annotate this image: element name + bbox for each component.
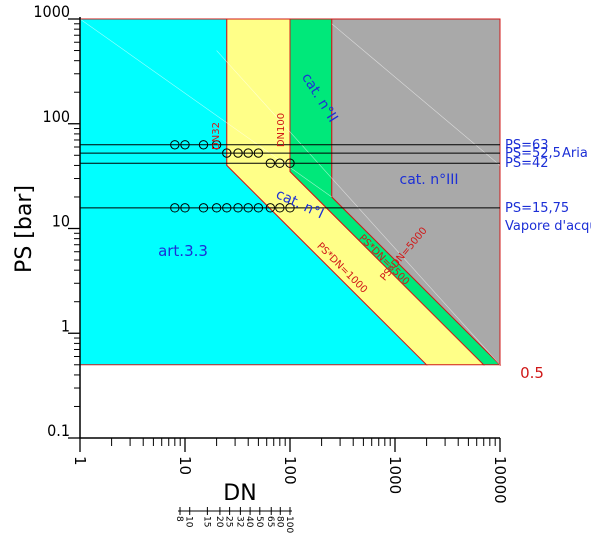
data-point — [285, 203, 295, 213]
data-point — [211, 140, 222, 150]
legend-label: 40 — [244, 516, 254, 528]
pressure-label-2: PS=42 — [505, 156, 549, 171]
pressure-lines — [80, 144, 500, 209]
legend-label: 25 — [224, 516, 234, 527]
chart-axes — [68, 17, 501, 452]
legend-label: 65 — [265, 516, 275, 527]
data-point — [253, 203, 264, 213]
data-point — [198, 140, 209, 150]
guide-line-2 — [331, 23, 501, 166]
x-tick-label: 100 — [281, 456, 299, 485]
x-tick-label: 1000 — [386, 456, 404, 494]
ps-min-label: 0.5 — [520, 364, 544, 382]
data-point — [170, 140, 180, 150]
pressure-label-3: PS=15,75 — [505, 201, 569, 216]
dn-ruler-legend: 8 10 15 20 25 32 40 50 65 80 100 — [174, 507, 294, 533]
y-tick-label: 10 — [52, 212, 70, 231]
data-point — [265, 203, 276, 213]
data-point — [243, 203, 253, 213]
legend-label: 8 — [174, 516, 184, 522]
pressure-label-1: PS=52,5 — [505, 146, 561, 161]
legend-label: 15 — [201, 516, 211, 527]
x-axis-title: DN — [223, 481, 256, 506]
legend-label: 80 — [274, 516, 284, 528]
data-point — [243, 148, 253, 158]
data-point — [233, 148, 243, 158]
boundary-label-dn100: DN100 — [276, 113, 287, 147]
data-point — [275, 203, 285, 213]
fluid-label-steam: Vapore d'acqua — [505, 219, 591, 234]
data-point — [180, 203, 190, 213]
y-tick-label: 100 — [43, 107, 70, 126]
data-point — [222, 203, 232, 213]
data-point — [285, 158, 295, 168]
data-point — [233, 203, 243, 213]
data-points — [170, 140, 295, 213]
fluid-label-air: Aria — [562, 146, 588, 161]
boundary-label-dn32: DN32 — [211, 122, 222, 150]
x-tick-label: 1 — [71, 456, 89, 466]
legend-label: 20 — [214, 516, 224, 528]
data-point — [170, 203, 180, 213]
data-point — [211, 203, 222, 213]
legend-label: 50 — [254, 516, 264, 528]
y-tick-label: 0.1 — [47, 421, 70, 440]
legend-label: 10 — [184, 516, 194, 528]
category-regions — [79, 18, 502, 367]
x-tick-label: 10 — [176, 456, 194, 475]
data-point — [253, 148, 264, 158]
data-point — [198, 203, 209, 213]
legend-label: 32 — [234, 516, 244, 527]
region-label-art33: art.3.3 — [158, 242, 208, 260]
region-cat3 — [331, 18, 501, 367]
data-point — [180, 140, 190, 150]
y-tick-label: 1000 — [33, 2, 70, 21]
y-axis-title: PS [bar] — [12, 185, 37, 273]
region-label-cat3: cat. n°III — [400, 172, 459, 188]
data-point — [222, 148, 232, 158]
legend-label: 100 — [284, 516, 294, 533]
pressure-label-0: PS=63 — [505, 138, 549, 153]
x-tick-label: 10000 — [491, 456, 509, 504]
data-point — [265, 158, 276, 168]
y-tick-label: 1 — [61, 316, 70, 335]
data-point — [275, 158, 285, 168]
